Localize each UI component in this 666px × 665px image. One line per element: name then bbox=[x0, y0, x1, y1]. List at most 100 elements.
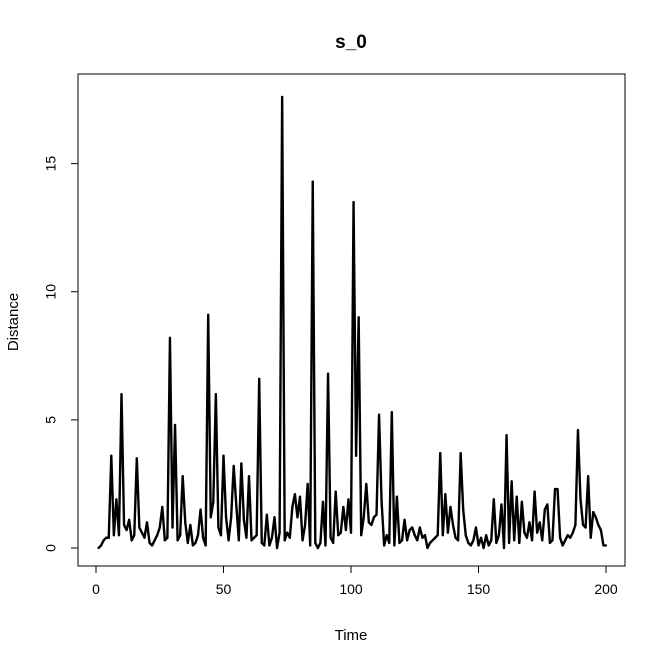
data-point bbox=[199, 508, 202, 511]
data-point bbox=[309, 544, 312, 547]
data-point bbox=[459, 452, 462, 455]
data-point bbox=[128, 518, 131, 521]
data-point bbox=[559, 536, 562, 539]
data-point bbox=[326, 372, 330, 375]
data-point bbox=[446, 531, 449, 534]
data-point bbox=[385, 534, 388, 537]
data-point bbox=[479, 536, 483, 539]
data-point bbox=[357, 316, 360, 319]
x-tick-label: 200 bbox=[594, 581, 618, 597]
data-point bbox=[242, 518, 245, 521]
y-tick-label: 0 bbox=[43, 544, 59, 552]
data-point bbox=[133, 534, 136, 537]
data-point bbox=[105, 536, 108, 539]
data-point bbox=[421, 536, 424, 539]
data-point bbox=[597, 523, 600, 527]
data-point bbox=[355, 454, 358, 457]
data-point bbox=[377, 413, 381, 416]
y-tick-label: 10 bbox=[43, 284, 59, 300]
data-point bbox=[513, 539, 516, 542]
data-point bbox=[400, 539, 404, 542]
data-point bbox=[337, 534, 340, 537]
data-point bbox=[441, 534, 444, 537]
data-point bbox=[510, 480, 513, 483]
data-point bbox=[255, 534, 258, 537]
data-point bbox=[472, 539, 475, 542]
data-point bbox=[219, 534, 223, 537]
data-point bbox=[418, 526, 421, 529]
data-point bbox=[344, 528, 347, 532]
data-point bbox=[268, 544, 271, 547]
data-point bbox=[304, 523, 307, 527]
data-point bbox=[311, 180, 314, 183]
data-point bbox=[360, 534, 363, 537]
data-point bbox=[587, 475, 590, 478]
data-point bbox=[163, 539, 166, 542]
data-point bbox=[275, 546, 279, 550]
data-point bbox=[120, 393, 123, 396]
data-point bbox=[329, 536, 332, 539]
data-point bbox=[100, 544, 103, 547]
data-point bbox=[482, 546, 485, 550]
data-point bbox=[265, 513, 268, 516]
data-point bbox=[403, 518, 406, 521]
data-point bbox=[594, 516, 597, 519]
data-point bbox=[214, 393, 217, 396]
data-point bbox=[270, 536, 274, 539]
data-point bbox=[528, 521, 531, 524]
data-point bbox=[316, 546, 319, 550]
data-point bbox=[260, 541, 263, 544]
x-tick-label: 50 bbox=[216, 581, 232, 597]
data-point bbox=[135, 457, 138, 460]
data-point bbox=[423, 534, 427, 537]
data-point bbox=[171, 526, 174, 529]
data-point bbox=[416, 539, 419, 542]
data-point bbox=[281, 95, 284, 99]
data-point bbox=[306, 482, 309, 486]
data-point bbox=[250, 539, 253, 542]
data-point bbox=[564, 539, 567, 542]
data-point bbox=[569, 536, 572, 539]
data-point bbox=[602, 544, 605, 547]
data-point bbox=[288, 536, 291, 539]
data-point bbox=[553, 487, 557, 491]
data-point bbox=[202, 536, 205, 539]
data-point bbox=[301, 539, 304, 542]
data-point bbox=[581, 523, 585, 527]
data-point bbox=[253, 536, 256, 539]
data-point bbox=[224, 516, 228, 519]
y-tick-label: 5 bbox=[43, 416, 59, 424]
data-point bbox=[230, 516, 233, 519]
data-point bbox=[196, 534, 200, 537]
data-point bbox=[467, 541, 470, 544]
data-point bbox=[380, 500, 383, 503]
data-point bbox=[428, 541, 432, 544]
data-point bbox=[349, 531, 353, 534]
data-point bbox=[490, 539, 493, 542]
data-point bbox=[505, 434, 508, 437]
data-point bbox=[166, 536, 169, 539]
data-point bbox=[523, 531, 526, 534]
data-point bbox=[492, 498, 495, 501]
data-point bbox=[530, 539, 534, 542]
data-point bbox=[487, 544, 490, 547]
data-point bbox=[393, 544, 396, 547]
data-point bbox=[334, 490, 337, 493]
y-axis: 0 5 10 15 bbox=[43, 156, 79, 552]
data-point bbox=[115, 498, 118, 501]
data-point bbox=[232, 464, 235, 468]
data-point bbox=[117, 534, 121, 537]
data-point bbox=[245, 536, 248, 539]
data-point bbox=[263, 544, 266, 547]
data-point bbox=[383, 544, 386, 547]
data-point bbox=[370, 523, 373, 527]
series-points bbox=[97, 95, 608, 550]
data-point bbox=[525, 536, 529, 539]
data-point bbox=[406, 539, 409, 542]
x-tick-label: 150 bbox=[467, 581, 491, 597]
data-point bbox=[485, 534, 488, 537]
data-point bbox=[339, 531, 342, 534]
data-point bbox=[543, 508, 546, 511]
